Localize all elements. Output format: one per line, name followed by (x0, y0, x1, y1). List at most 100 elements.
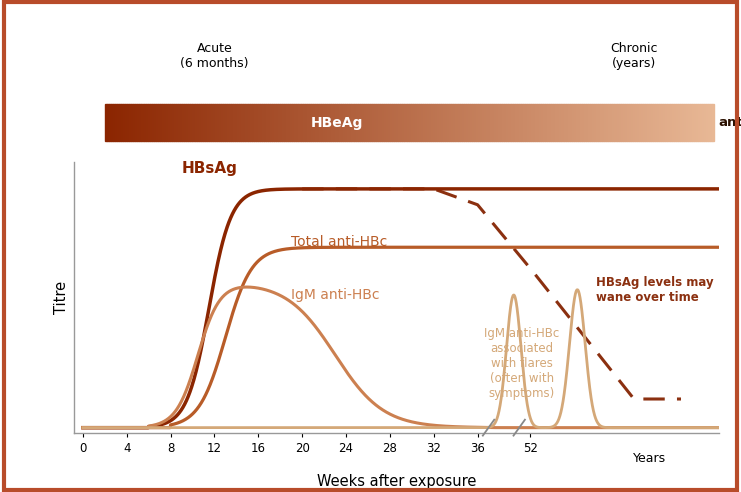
Bar (310, 104, 313, 141)
Bar (431, 104, 433, 141)
Bar (415, 104, 416, 141)
Bar (123, 104, 125, 141)
Bar (372, 104, 374, 141)
Bar (205, 104, 207, 141)
Bar (565, 104, 568, 141)
Bar (150, 104, 152, 141)
Bar (639, 104, 641, 141)
Bar (166, 104, 168, 141)
Bar (164, 104, 166, 141)
Bar (147, 104, 150, 141)
Bar (594, 104, 597, 141)
Bar (133, 104, 136, 141)
Bar (139, 104, 142, 141)
Bar (223, 104, 225, 141)
Bar (635, 104, 637, 141)
Bar (407, 104, 408, 141)
Bar (301, 104, 302, 141)
Bar (237, 104, 239, 141)
Bar (473, 104, 476, 141)
Bar (182, 104, 185, 141)
Bar (392, 104, 394, 141)
Bar (201, 104, 202, 141)
Bar (647, 104, 649, 141)
Bar (364, 104, 366, 141)
Bar (621, 104, 622, 141)
Bar (413, 104, 415, 141)
Bar (274, 104, 276, 141)
Bar (286, 104, 288, 141)
Bar (178, 104, 180, 141)
Bar (543, 104, 545, 141)
Bar (423, 104, 425, 141)
Bar (335, 104, 337, 141)
Bar (459, 104, 462, 141)
Bar (427, 104, 429, 141)
Bar (588, 104, 590, 141)
Bar (190, 104, 193, 141)
Bar (711, 104, 712, 141)
Bar (362, 104, 364, 141)
Bar (608, 104, 611, 141)
Bar (104, 104, 107, 141)
Bar (339, 104, 342, 141)
Bar (276, 104, 278, 141)
Bar (272, 104, 274, 141)
Bar (144, 104, 145, 141)
Bar (451, 104, 453, 141)
Bar (172, 104, 174, 141)
Bar (702, 104, 704, 141)
Bar (605, 104, 606, 141)
Bar (294, 104, 296, 141)
Bar (533, 104, 535, 141)
Bar (551, 104, 554, 141)
Text: IgM anti-HBc: IgM anti-HBc (291, 288, 379, 302)
Bar (563, 104, 565, 141)
Bar (402, 104, 405, 141)
Bar (210, 104, 213, 141)
Bar (663, 104, 665, 141)
Bar (227, 104, 229, 141)
Bar (405, 104, 407, 141)
Bar (315, 104, 317, 141)
Bar (519, 104, 521, 141)
Bar (651, 104, 654, 141)
Bar (619, 104, 621, 141)
Bar (462, 104, 464, 141)
Bar (258, 104, 260, 141)
Bar (400, 104, 402, 141)
Bar (213, 104, 215, 141)
Bar (600, 104, 602, 141)
Text: Years: Years (633, 452, 666, 464)
Bar (337, 104, 339, 141)
Bar (537, 104, 539, 141)
Bar (331, 104, 333, 141)
Bar (679, 104, 682, 141)
Bar (111, 104, 113, 141)
Bar (678, 104, 679, 141)
Bar (268, 104, 270, 141)
Bar (391, 104, 392, 141)
Bar (302, 104, 305, 141)
Bar (445, 104, 448, 141)
Bar (317, 104, 319, 141)
Text: Total anti-HBc: Total anti-HBc (291, 235, 388, 249)
Bar (437, 104, 439, 141)
Bar (307, 104, 309, 141)
Bar (196, 104, 199, 141)
Bar (486, 104, 488, 141)
Bar (394, 104, 396, 141)
Bar (219, 104, 221, 141)
Bar (288, 104, 290, 141)
Bar (388, 104, 391, 141)
Bar (657, 104, 659, 141)
Bar (280, 104, 282, 141)
Text: HBsAg: HBsAg (182, 160, 237, 176)
Bar (113, 104, 115, 141)
Bar (176, 104, 178, 141)
Bar (384, 104, 386, 141)
Bar (252, 104, 253, 141)
Bar (643, 104, 645, 141)
Bar (498, 104, 500, 141)
Bar (174, 104, 176, 141)
